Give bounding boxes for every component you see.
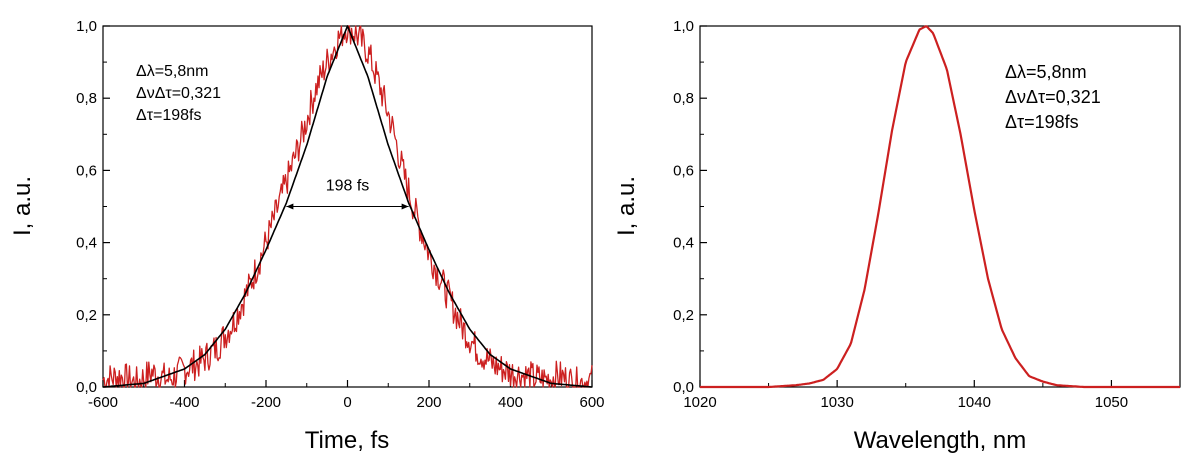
chart-time-domain: -600 -400 -200 0 200 400 600 0,0 0,2 0,4 0,6 0,8 1,… [9, 18, 605, 454]
series-line [102, 25, 593, 388]
y-tick-label: 0,6 [76, 162, 97, 179]
x-tick-label: 200 [416, 394, 441, 411]
x-axis-ticks: -600 -400 -200 0 200 400 600 [88, 380, 605, 411]
plot-frame [699, 25, 1181, 388]
chart-spectrum: 1020 1030 1040 1050 0,0 0,2 0,4 0,6 0,8 1,0 Wave… [613, 18, 1181, 454]
y-axis-label: I, a.u. [9, 176, 36, 236]
x-tick-label: 1040 [958, 394, 991, 411]
series-group [700, 25, 1180, 389]
y-tick-label: 0,0 [673, 379, 694, 396]
series-line [102, 25, 593, 388]
x-tick-label: -400 [169, 394, 199, 411]
y-tick-label: 0,4 [76, 235, 97, 252]
y-axis-ticks: 0,0 0,2 0,4 0,6 0,8 1,0 [673, 18, 707, 396]
annotation-time-bandwidth: ΔνΔτ=0,321 [136, 85, 221, 102]
x-axis-label: Wavelength, nm [854, 427, 1027, 454]
annotation-time-bandwidth: ΔνΔτ=0,321 [1005, 87, 1101, 107]
y-tick-label: 0,2 [76, 307, 97, 324]
annotation-delta-lambda: Δλ=5,8nm [1005, 62, 1087, 82]
y-tick-label: 0,2 [673, 307, 694, 324]
fwhm-arrow-left [286, 203, 294, 210]
x-axis-label: Time, fs [305, 427, 389, 454]
fwhm-arrow-right [401, 203, 409, 210]
y-tick-label: 0,8 [673, 90, 694, 107]
x-tick-label: 1050 [1095, 394, 1128, 411]
series-group [102, 25, 593, 388]
y-tick-label: 0,0 [76, 379, 97, 396]
fwhm-label: 198 fs [326, 178, 370, 195]
x-tick-label: -200 [251, 394, 281, 411]
y-tick-label: 0,4 [673, 235, 694, 252]
y-axis-ticks: 0,0 0,2 0,4 0,6 0,8 1,0 [76, 18, 110, 396]
x-tick-label: 0 [343, 394, 351, 411]
y-tick-label: 1,0 [673, 18, 694, 35]
y-tick-label: 0,6 [673, 162, 694, 179]
x-tick-label: -600 [88, 394, 118, 411]
y-axis-label: I, a.u. [613, 176, 640, 236]
y-tick-label: 1,0 [76, 18, 97, 35]
series-line [700, 25, 1180, 389]
x-tick-label: 600 [579, 394, 604, 411]
x-axis-ticks: 1020 1030 1040 1050 [683, 380, 1128, 411]
y-tick-label: 0,8 [76, 90, 97, 107]
x-tick-label: 400 [498, 394, 523, 411]
x-tick-label: 1020 [683, 394, 716, 411]
annotation-delta-tau: Δτ=198fs [136, 107, 202, 124]
annotation-delta-tau: Δτ=198fs [1005, 112, 1079, 132]
fwhm-marker: 198 fs [286, 178, 409, 210]
x-tick-label: 1030 [820, 394, 853, 411]
annotation-delta-lambda: Δλ=5,8nm [136, 63, 209, 80]
